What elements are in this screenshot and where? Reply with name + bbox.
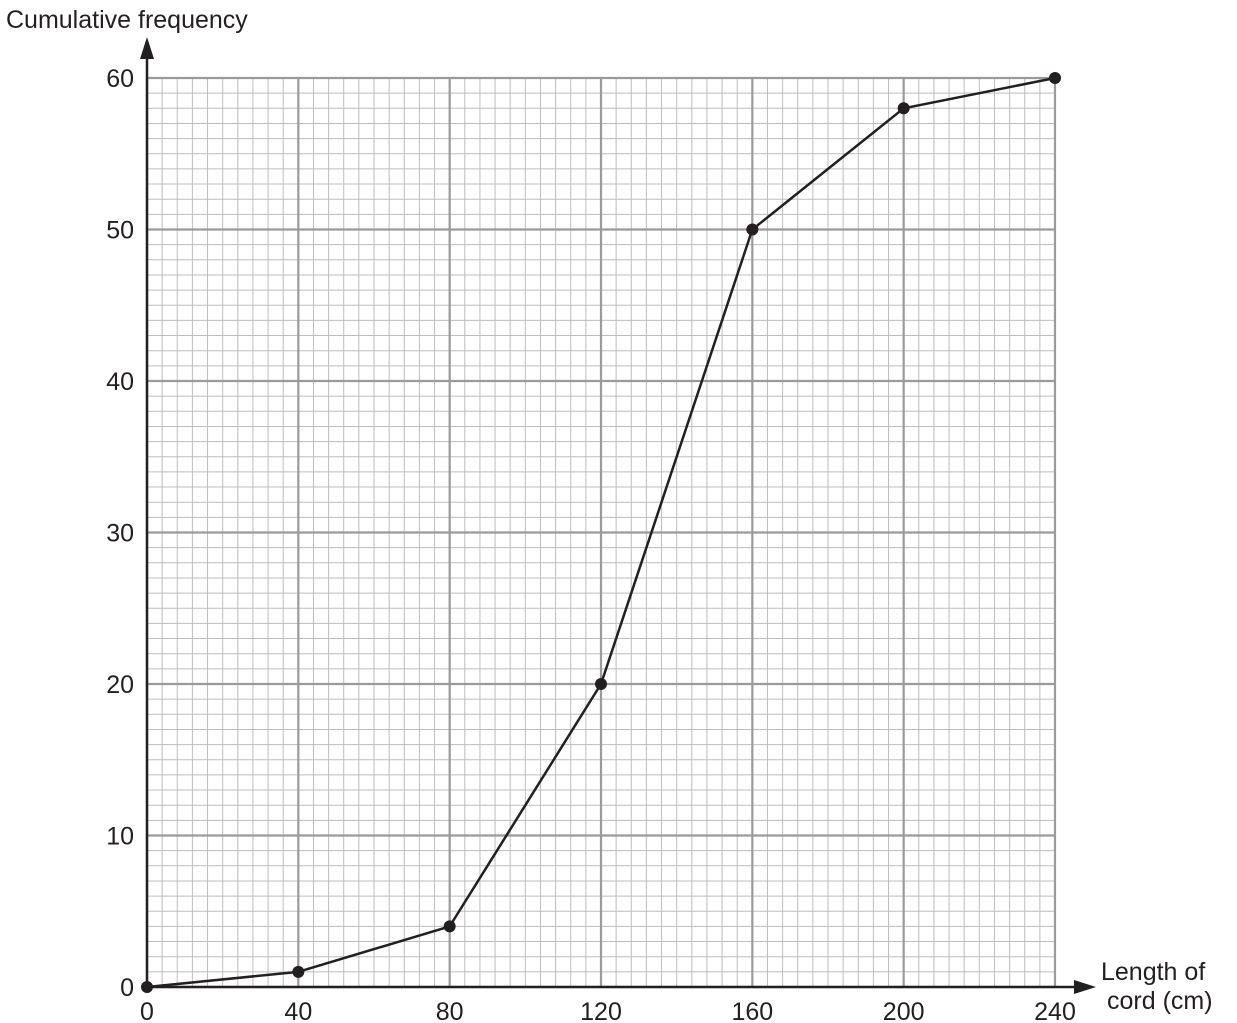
y-tick-label: 30 xyxy=(106,520,134,548)
x-axis-label-line-2: cord (cm) xyxy=(1107,987,1213,1015)
data-point xyxy=(897,102,910,115)
y-axis-label: Cumulative frequency xyxy=(6,6,248,34)
series-layer xyxy=(141,72,1061,993)
x-tick-label: 160 xyxy=(731,998,773,1023)
y-tick-label: 40 xyxy=(106,368,134,396)
x-tick-label: 40 xyxy=(284,998,312,1023)
y-tick-label: 60 xyxy=(106,65,134,93)
x-tick-label: 80 xyxy=(436,998,464,1023)
x-tick-label: 120 xyxy=(580,998,622,1023)
y-tick-label: 20 xyxy=(106,671,134,699)
y-tick-label: 10 xyxy=(106,823,134,851)
x-tick-label: 240 xyxy=(1034,998,1076,1023)
data-point xyxy=(746,223,759,236)
y-tick-label: 50 xyxy=(106,217,134,245)
y-axis-arrow-icon xyxy=(140,37,154,59)
x-axis-label-line-1: Length of xyxy=(1101,958,1205,986)
y-tick-label: 0 xyxy=(120,974,134,1002)
y-tick-labels: 0 10 20 30 40 50 60 xyxy=(106,65,134,1002)
x-axis-arrow-icon xyxy=(1074,980,1096,994)
x-tick-labels: 0 40 80 120 160 200 240 xyxy=(140,998,1076,1023)
data-point xyxy=(595,678,607,690)
data-point xyxy=(1049,72,1061,84)
data-point xyxy=(141,981,153,993)
x-tick-label: 200 xyxy=(883,998,925,1023)
axes xyxy=(140,37,1096,994)
data-point xyxy=(292,965,305,978)
data-point xyxy=(443,920,456,933)
x-tick-label: 0 xyxy=(140,998,154,1023)
